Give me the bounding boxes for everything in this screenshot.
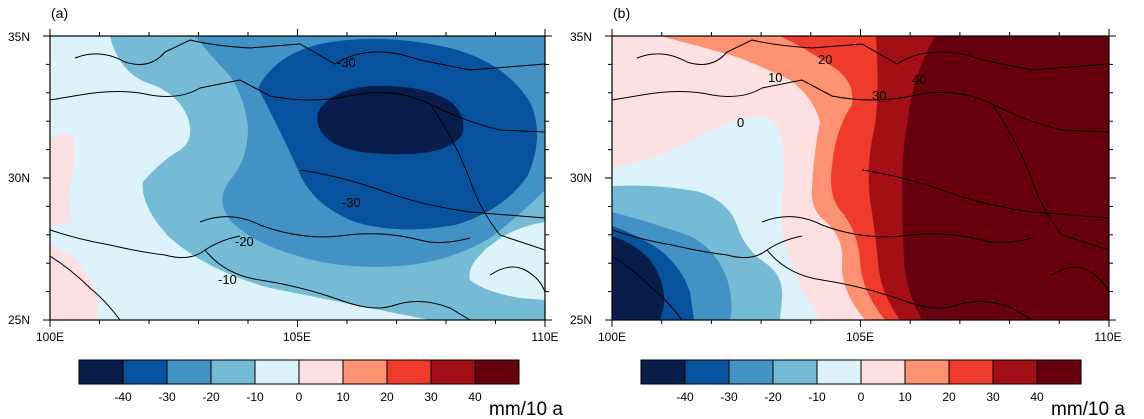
legend-tick-label: 10 [898,390,912,404]
y-tick-label: 25N [570,313,592,327]
contour-label: 30 [872,88,886,103]
y-tick-label: 25N [8,313,30,327]
legend-color-box [905,360,949,384]
legend-color-box [641,360,685,384]
legend-color-box [167,360,211,384]
legend-color-box [685,360,729,384]
legend-color-box [729,360,773,384]
panel-a-legend-boxes [79,360,519,384]
legend-color-box [817,360,861,384]
level-above-40-region [902,36,1109,320]
legend-color-box [255,360,299,384]
legend-tick-label: -30 [158,390,176,404]
y-tick-label: 35N [8,30,30,44]
legend-tick-label: -10 [246,390,264,404]
panel-a-legend-labels: -40 -30 -20 -10 0 10 20 30 40 [114,390,482,404]
legend-tick-label: 0 [296,390,303,404]
panel-a: -30 -30 -20 -10 (a) 35N 30N 25N 100E 105… [8,5,563,419]
legend-color-box [211,360,255,384]
contour-label: -30 [342,195,361,210]
legend-tick-label: 20 [942,390,956,404]
contour-label: 20 [818,52,832,67]
x-tick-label: 100E [36,330,64,344]
legend-tick-label: 40 [1030,390,1044,404]
contour-label: -20 [235,234,254,249]
legend-color-box [993,360,1037,384]
legend-tick-label: 10 [336,390,350,404]
x-tick-label: 100E [598,330,626,344]
legend-color-box [773,360,817,384]
panel-a-x-labels: 100E 105E 110E [36,330,559,344]
panel-a-field [50,36,545,320]
legend-color-box [299,360,343,384]
legend-color-box [387,360,431,384]
legend-tick-label: -20 [202,390,220,404]
legend-color-box [1037,360,1081,384]
legend-tick-label: -40 [676,390,694,404]
contour-label: -10 [218,272,237,287]
y-tick-label: 30N [570,171,592,185]
legend-unit-label: mm/10 a [489,399,563,419]
legend-color-box [343,360,387,384]
panel-a-label: (a) [51,5,68,21]
x-tick-label: 110E [531,330,558,344]
x-tick-label: 105E [846,330,874,344]
legend-color-box [123,360,167,384]
legend-color-box [861,360,905,384]
panel-b-x-labels: 100E 105E 110E [598,330,1122,344]
x-tick-label: 105E [283,330,311,344]
legend-tick-label: 20 [380,390,394,404]
legend-tick-label: 40 [468,390,482,404]
panel-b-legend-labels: -40 -30 -20 -10 0 10 20 30 40 [676,390,1044,404]
legend-tick-label: -10 [808,390,826,404]
panel-b-field [612,36,1109,320]
panel-b-legend-boxes [641,360,1081,384]
y-tick-label: 35N [570,30,592,44]
legend-tick-label: 30 [986,390,1000,404]
legend-tick-label: -30 [720,390,738,404]
contour-label: 0 [737,115,744,130]
legend-tick-label: -20 [764,390,782,404]
contour-label: 40 [912,72,926,87]
y-tick-label: 30N [8,171,30,185]
x-tick-label: 110E [1094,330,1121,344]
legend-tick-label: -40 [114,390,132,404]
panel-b-y-labels: 35N 30N 25N [570,30,592,327]
figure: -30 -30 -20 -10 (a) 35N 30N 25N 100E 105… [0,0,1144,419]
panel-a-y-labels: 35N 30N 25N [8,30,30,327]
legend-color-box [949,360,993,384]
legend-unit-label: mm/10 a [1051,399,1125,419]
legend-tick-label: 0 [858,390,865,404]
contour-label: -30 [337,55,356,70]
panel-b-legend: -40 -30 -20 -10 0 10 20 30 40 mm/10 a [641,360,1125,419]
legend-color-box [79,360,123,384]
legend-color-box [475,360,519,384]
legend-color-box [431,360,475,384]
contour-label: 10 [768,70,782,85]
legend-tick-label: 30 [424,390,438,404]
panel-a-legend: -40 -30 -20 -10 0 10 20 30 40 mm/10 a [79,360,563,419]
panel-b-label: (b) [613,5,630,21]
panel-b: 20 10 30 40 0 (b) 35N 30N 25N 100E 105E … [570,5,1125,419]
